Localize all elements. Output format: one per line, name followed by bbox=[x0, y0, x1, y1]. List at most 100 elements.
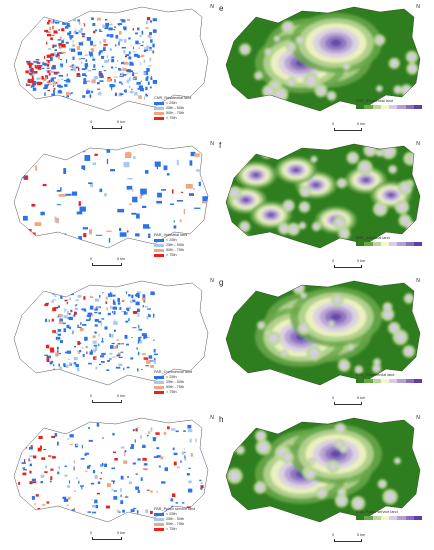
north-arrow-icon: N bbox=[416, 278, 420, 284]
ramp-swatch bbox=[413, 516, 422, 520]
patch-map-panel-b: N PAR_Industrial land < 25th 25th - 50th 50t… bbox=[4, 140, 218, 273]
ramp-swatch bbox=[397, 242, 406, 246]
north-arrow-icon: N bbox=[416, 141, 420, 147]
scale-bar bbox=[334, 265, 362, 268]
legend-label: > 75th bbox=[166, 390, 177, 394]
ramp-swatch bbox=[380, 242, 389, 246]
legend-item: 50th - 75th bbox=[154, 248, 187, 253]
patch-map bbox=[13, 417, 209, 523]
legend-item: 50th - 75th bbox=[154, 522, 195, 527]
legend-swatch bbox=[154, 380, 164, 384]
ramp-swatch bbox=[364, 242, 373, 246]
legend-item: < 25th bbox=[154, 375, 192, 380]
legend-swatch bbox=[154, 106, 164, 110]
ramp-swatch bbox=[356, 105, 365, 109]
north-arrow-icon: N bbox=[210, 4, 214, 10]
legend-title: KDE_Public service land bbox=[356, 510, 398, 514]
kde-map bbox=[225, 6, 421, 112]
kde-map bbox=[225, 143, 421, 249]
ramp-swatch bbox=[397, 105, 406, 109]
legend-title: PAR_Industrial land bbox=[154, 233, 188, 237]
legend-swatch bbox=[154, 243, 164, 247]
scale-bar bbox=[334, 128, 362, 131]
north-arrow-icon: N bbox=[210, 278, 214, 284]
scale-bar bbox=[92, 126, 122, 129]
ramp-swatch bbox=[372, 242, 381, 246]
kde-color-ramp bbox=[356, 242, 422, 246]
legend-label: 25th - 50th bbox=[166, 243, 185, 247]
ramp-swatch bbox=[389, 379, 398, 383]
scale-bar bbox=[92, 537, 122, 540]
legend-swatch bbox=[154, 253, 164, 257]
scale-end: 5 km bbox=[117, 531, 126, 535]
scale-end: 5 km bbox=[357, 122, 366, 126]
scale-start: 0 bbox=[90, 257, 93, 261]
scale-start: 0 bbox=[332, 259, 335, 263]
kde-color-ramp bbox=[356, 516, 422, 520]
legend-item: < 25th bbox=[154, 512, 195, 517]
legend-item: < 25th bbox=[154, 101, 191, 106]
legend-swatch bbox=[154, 385, 164, 389]
ramp-swatch bbox=[405, 516, 414, 520]
legend-item: > 75th bbox=[154, 116, 191, 121]
ramp-swatch bbox=[372, 379, 381, 383]
ramp-swatch bbox=[364, 379, 373, 383]
legend-label: 50th - 75th bbox=[166, 385, 185, 389]
legend-title: PAR_Commercial land bbox=[154, 370, 193, 374]
panel-letter: h bbox=[219, 415, 224, 424]
legend-swatch bbox=[154, 390, 164, 394]
ramp-swatch bbox=[364, 105, 373, 109]
ramp-swatch bbox=[372, 105, 381, 109]
legend-label: < 25th bbox=[166, 512, 177, 516]
legend-swatch bbox=[154, 238, 164, 242]
legend-label: 25th - 50th bbox=[166, 517, 185, 521]
panel-letter: e bbox=[219, 4, 224, 13]
legend-label: > 75th bbox=[166, 253, 177, 257]
legend-item: 50th - 75th bbox=[154, 111, 191, 116]
kde-map-panel-h: h N KDE_Public service land 0 5 km bbox=[216, 414, 430, 547]
legend-swatch bbox=[154, 517, 164, 521]
scale-end: 5 km bbox=[117, 257, 126, 261]
scale-end: 5 km bbox=[357, 259, 366, 263]
scale-start: 0 bbox=[332, 396, 335, 400]
scale-bar bbox=[92, 400, 122, 403]
panel-letter: g bbox=[219, 278, 224, 287]
kde-map-panel-f: f N KDE_Industrial land 0 5 km bbox=[216, 140, 430, 273]
legend-title: KDE_Commercial land bbox=[356, 373, 395, 377]
kde-map-panel-e: e N KDE_Residential land 0 5 km bbox=[216, 3, 430, 136]
scale-start: 0 bbox=[332, 122, 335, 126]
scale-end: 5 km bbox=[357, 396, 366, 400]
north-arrow-icon: N bbox=[210, 141, 214, 147]
ramp-swatch bbox=[413, 379, 422, 383]
legend-item: > 75th bbox=[154, 527, 195, 532]
kde-color-ramp bbox=[356, 105, 422, 109]
kde-map bbox=[225, 280, 421, 386]
patch-map-panel-d: N PAR_Public service land < 25th 25th - 50t… bbox=[4, 414, 218, 547]
ramp-swatch bbox=[380, 379, 389, 383]
legend-label: 50th - 75th bbox=[166, 522, 185, 526]
ramp-swatch bbox=[356, 242, 365, 246]
legend: PAR_Public service land < 25th 25th - 50th… bbox=[154, 507, 195, 532]
ramp-swatch bbox=[397, 516, 406, 520]
ramp-swatch bbox=[372, 516, 381, 520]
legend-item: 25th - 50th bbox=[154, 380, 192, 385]
ramp-swatch bbox=[380, 516, 389, 520]
legend-item: > 75th bbox=[154, 390, 192, 395]
legend-item: 25th - 50th bbox=[154, 106, 191, 111]
legend-title: KDE_Industrial land bbox=[356, 236, 390, 240]
north-arrow-icon: N bbox=[416, 415, 420, 421]
legend: PAR_Commercial land < 25th 25th - 50th 50th… bbox=[154, 370, 192, 395]
kde-map-panel-g: g N KDE_Commercial land 0 5 km bbox=[216, 277, 430, 410]
legend-label: 25th - 50th bbox=[166, 380, 185, 384]
ramp-swatch bbox=[405, 242, 414, 246]
legend-title: CNR_Residential land bbox=[154, 96, 192, 100]
legend-label: 50th - 75th bbox=[166, 111, 185, 115]
kde-color-ramp bbox=[356, 379, 422, 383]
scale-start: 0 bbox=[90, 120, 93, 124]
scale-end: 5 km bbox=[117, 394, 126, 398]
legend-label: > 75th bbox=[166, 527, 177, 531]
scale-start: 0 bbox=[90, 394, 93, 398]
legend-swatch bbox=[154, 527, 164, 531]
ramp-swatch bbox=[413, 242, 422, 246]
panel-letter: f bbox=[219, 141, 222, 150]
